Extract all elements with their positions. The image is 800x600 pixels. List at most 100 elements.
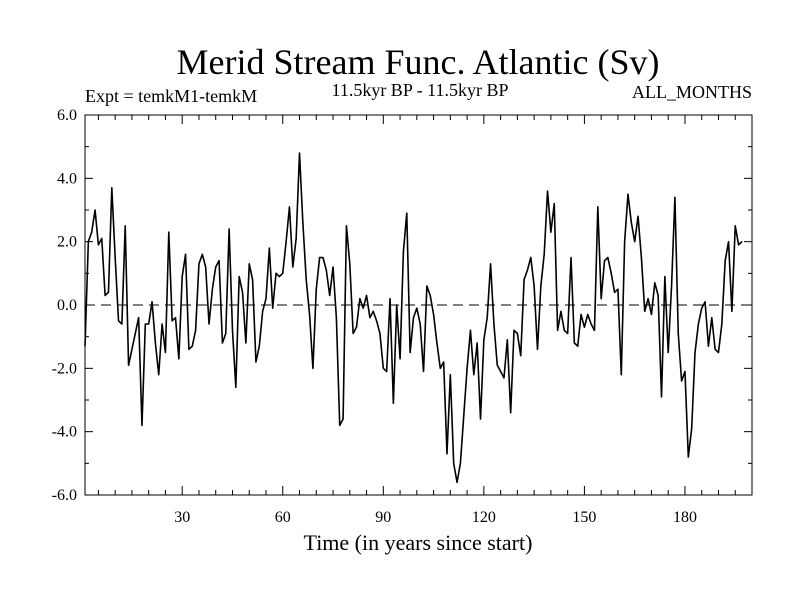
y-tick-label: 4.0 bbox=[57, 170, 77, 187]
data-point bbox=[456, 481, 458, 483]
data-point bbox=[493, 323, 495, 325]
data-point bbox=[691, 428, 693, 429]
data-point bbox=[664, 276, 666, 277]
data-point bbox=[205, 266, 207, 268]
data-point bbox=[151, 301, 153, 303]
data-point bbox=[201, 253, 203, 255]
data-point bbox=[168, 231, 170, 233]
data-point bbox=[406, 212, 408, 214]
data-point bbox=[245, 342, 247, 344]
data-point bbox=[419, 323, 421, 325]
data-point bbox=[161, 323, 163, 325]
data-point bbox=[235, 386, 237, 388]
data-point bbox=[332, 266, 334, 268]
data-point bbox=[506, 339, 508, 341]
data-point bbox=[87, 241, 89, 243]
data-point bbox=[272, 307, 274, 309]
data-point bbox=[463, 415, 465, 417]
data-point bbox=[359, 298, 361, 300]
data-point bbox=[315, 288, 317, 290]
data-point bbox=[523, 279, 525, 281]
data-point bbox=[185, 253, 187, 255]
data-point bbox=[503, 377, 505, 379]
y-tick-label: 0.0 bbox=[57, 297, 77, 314]
data-point bbox=[570, 257, 572, 258]
data-point bbox=[697, 323, 699, 325]
data-point bbox=[265, 298, 267, 300]
y-tick-label: -2.0 bbox=[52, 360, 77, 377]
data-point bbox=[661, 396, 662, 398]
data-point bbox=[208, 323, 210, 325]
data-point bbox=[614, 291, 616, 293]
data-point bbox=[423, 371, 425, 372]
data-point bbox=[640, 257, 642, 258]
x-axis-label: Time (in years since start) bbox=[304, 530, 533, 555]
data-point bbox=[654, 282, 656, 284]
data-point bbox=[97, 244, 99, 246]
data-point bbox=[617, 288, 619, 290]
data-point bbox=[292, 266, 294, 268]
data-point bbox=[446, 453, 448, 455]
data-point bbox=[543, 253, 545, 255]
data-point bbox=[342, 418, 344, 420]
data-point bbox=[560, 310, 562, 312]
data-point bbox=[587, 314, 589, 315]
data-point bbox=[634, 241, 636, 243]
data-point bbox=[392, 402, 394, 404]
data-point bbox=[211, 288, 213, 290]
data-point bbox=[248, 263, 250, 265]
data-point bbox=[154, 342, 156, 344]
data-point bbox=[218, 260, 220, 262]
data-point bbox=[275, 272, 277, 274]
data-point bbox=[278, 276, 280, 277]
data-point bbox=[355, 326, 357, 328]
data-point bbox=[158, 374, 160, 376]
data-point bbox=[637, 215, 639, 217]
data-point bbox=[302, 222, 304, 224]
data-point bbox=[288, 206, 290, 208]
data-point bbox=[148, 323, 150, 325]
data-point bbox=[604, 260, 606, 262]
data-point bbox=[553, 203, 555, 205]
data-point bbox=[386, 371, 388, 372]
data-point bbox=[282, 272, 284, 274]
data-point bbox=[433, 314, 435, 315]
data-point bbox=[242, 291, 244, 293]
data-point bbox=[366, 295, 368, 296]
data-point bbox=[114, 257, 116, 258]
data-point bbox=[620, 374, 622, 376]
data-point bbox=[416, 307, 418, 309]
data-point bbox=[453, 462, 455, 464]
data-point bbox=[443, 361, 445, 363]
data-point bbox=[352, 333, 354, 334]
data-point bbox=[597, 206, 599, 208]
data-point bbox=[118, 320, 120, 322]
data-point bbox=[225, 333, 227, 334]
data-point bbox=[91, 231, 93, 233]
data-point bbox=[449, 374, 451, 376]
data-point bbox=[319, 257, 321, 258]
data-point bbox=[141, 424, 143, 426]
data-point bbox=[195, 329, 197, 331]
data-point bbox=[429, 295, 431, 296]
data-point bbox=[101, 238, 103, 239]
data-point bbox=[221, 342, 223, 344]
data-point bbox=[138, 317, 140, 319]
data-point bbox=[657, 295, 659, 296]
data-point bbox=[285, 241, 287, 243]
data-point bbox=[714, 348, 716, 350]
data-point bbox=[131, 348, 133, 350]
data-point bbox=[476, 342, 478, 344]
data-point bbox=[181, 276, 183, 277]
data-point bbox=[721, 323, 723, 325]
data-point bbox=[104, 295, 106, 296]
data-point bbox=[252, 279, 254, 281]
data-point bbox=[322, 257, 324, 258]
data-point bbox=[684, 371, 686, 372]
data-point bbox=[128, 364, 130, 366]
data-point bbox=[547, 190, 549, 192]
x-tick-label: 180 bbox=[673, 509, 697, 526]
data-point bbox=[701, 307, 703, 309]
data-point bbox=[469, 329, 471, 331]
